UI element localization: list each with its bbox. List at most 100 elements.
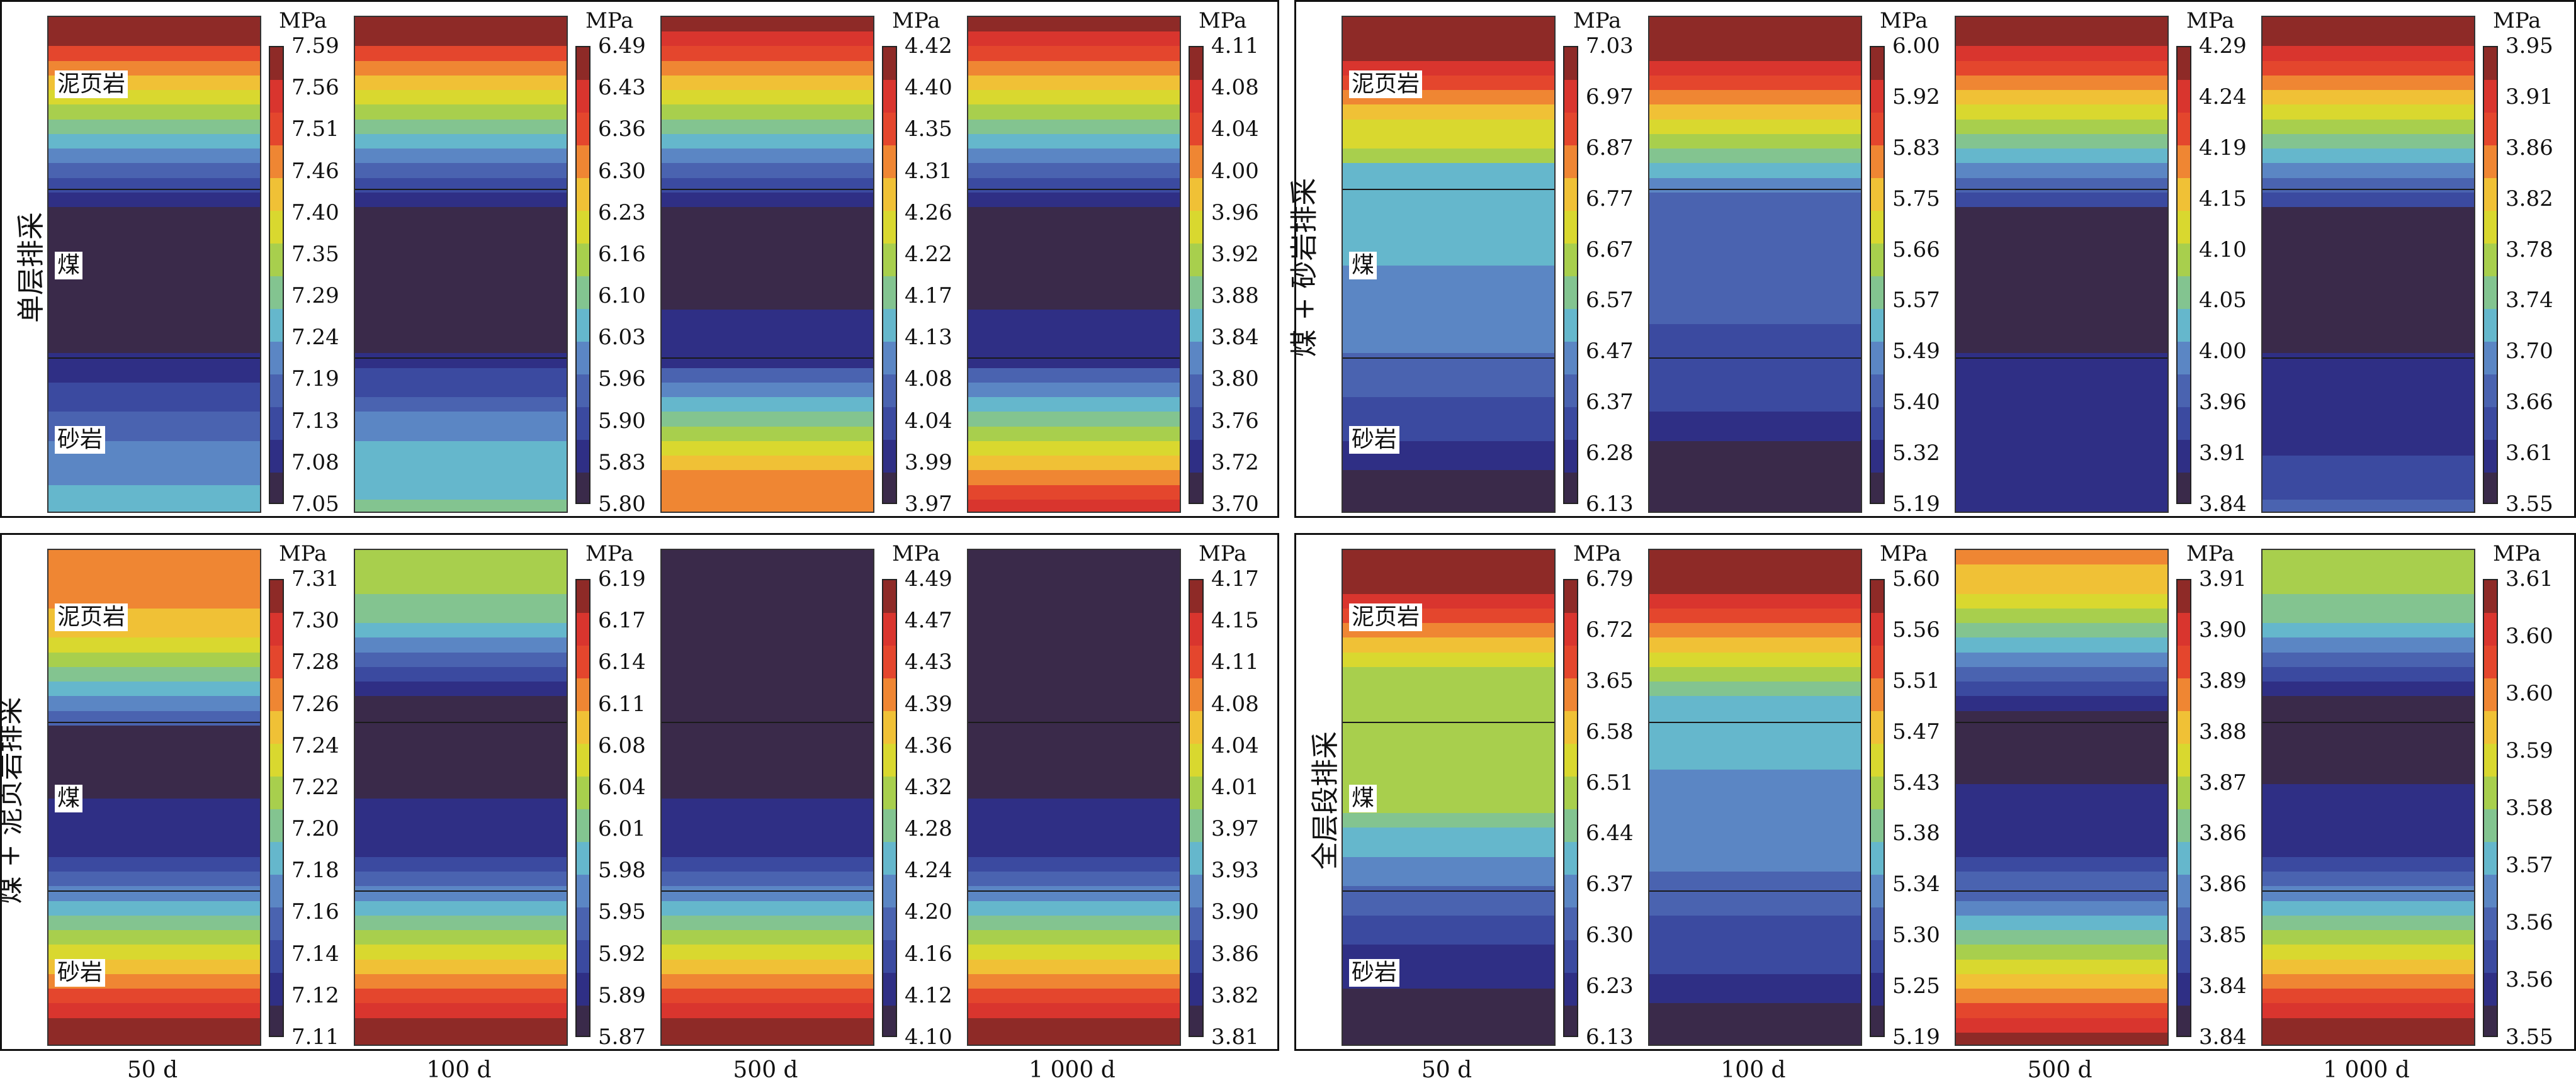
colorbar-segment (577, 744, 589, 777)
contour-band (968, 872, 1180, 887)
contour-band (1649, 550, 1861, 566)
colorbar (269, 46, 284, 504)
contour-band (662, 828, 873, 843)
colorbar-segment (883, 244, 896, 277)
contour-band (968, 637, 1180, 653)
contour-band (1343, 740, 1554, 756)
colorbar-tick-label: 3.84 (2199, 974, 2247, 999)
contour-band (1649, 682, 1861, 697)
colorbar-segment (1564, 1006, 1577, 1036)
contour-band (968, 266, 1180, 281)
contour-band (662, 696, 873, 712)
colorbar-tick-label: 3.90 (1211, 899, 1259, 925)
contour-band (662, 485, 873, 500)
contour-band (2262, 90, 2474, 106)
colorbar-segment (2178, 342, 2190, 375)
contour-band (1343, 813, 1554, 829)
contour-band (662, 119, 873, 135)
contour-band (48, 397, 260, 413)
colorbar-tick-label: 7.03 (1586, 33, 1634, 59)
colorbar-segment (2178, 907, 2190, 941)
contour-band (1649, 769, 1861, 785)
contour-band (355, 353, 567, 369)
colorbar-segment (1871, 580, 1884, 614)
contour-band (2262, 666, 2474, 683)
contour-band (2262, 412, 2474, 427)
contour-band (1956, 1018, 2167, 1033)
colorbar-segment (1871, 47, 1884, 81)
colorbar-tick-label: 3.87 (2199, 770, 2247, 795)
layer-boundary (968, 357, 1180, 359)
contour-band (355, 769, 567, 785)
contour-band (1649, 75, 1861, 91)
colorbar-segment (577, 374, 589, 408)
colorbar-segment (1564, 777, 1577, 810)
contour-band (1343, 266, 1554, 281)
contour-band (1649, 945, 1861, 960)
colorbar-segment (1871, 342, 1884, 375)
colorbar-segment (1564, 907, 1577, 941)
contour-band (355, 886, 567, 902)
contour-band (1956, 412, 2167, 427)
contour-band (48, 945, 260, 960)
contour-band (662, 440, 873, 457)
contour-band (355, 842, 567, 858)
layer-boundary (355, 890, 567, 892)
colorbar-tick-label: 5.96 (598, 366, 646, 392)
contour-band (1343, 470, 1554, 486)
contour-band (48, 353, 260, 369)
contour-band (2262, 842, 2474, 858)
contour-band (2262, 989, 2474, 1004)
contour-band (355, 1032, 567, 1045)
layer-label-coal: 煤 (1349, 252, 1377, 279)
unit-label: MPa (2493, 8, 2541, 33)
contour-band (48, 456, 260, 471)
contour-band (1649, 813, 1861, 829)
time-label: 500 d (733, 1057, 798, 1083)
contour-band (48, 769, 260, 785)
colorbar-tick-label: 4.16 (905, 941, 952, 967)
colorbar-segment (270, 178, 283, 211)
contour-band (1956, 593, 2167, 609)
contour-band (1343, 353, 1554, 369)
contour-band (662, 856, 873, 873)
colorbar-tick-label: 6.13 (1586, 491, 1634, 517)
contour-band (48, 309, 260, 325)
colorbar-segment (1871, 1006, 1884, 1036)
colorbar-tick-label: 4.11 (1211, 649, 1259, 675)
contour-band (662, 382, 873, 398)
colorbar-segment (883, 646, 896, 679)
colorbar-tick-label: 6.30 (1586, 923, 1634, 948)
colorbar-segment (2178, 80, 2190, 113)
colorbar-segment (1871, 744, 1884, 777)
contour-band (1343, 564, 1554, 580)
colorbar-tick-label: 4.49 (905, 566, 952, 592)
contour-band (1343, 46, 1554, 62)
contour-band (662, 309, 873, 325)
contour-band (1343, 828, 1554, 843)
contour-band (355, 959, 567, 975)
colorbar-tick-label: 7.35 (291, 241, 339, 267)
contour-band (1956, 813, 2167, 829)
colorbar-segment (1564, 342, 1577, 375)
contour-band (355, 799, 567, 814)
contour-band (662, 250, 873, 266)
colorbar-segment (883, 613, 896, 646)
contour-band (1343, 456, 1554, 471)
contour-band (2262, 323, 2474, 340)
contour-band (1956, 222, 2167, 237)
colorbar-tick-label: 7.59 (291, 33, 339, 59)
contour-band (48, 755, 260, 770)
contour-band (968, 696, 1180, 712)
contour-band (1956, 75, 2167, 91)
contour-band (1343, 149, 1554, 164)
colorbar-segment (1871, 907, 1884, 941)
contour-band (968, 1032, 1180, 1045)
contour-band (968, 1003, 1180, 1019)
colorbar-segment (883, 777, 896, 810)
colorbar-segment (883, 875, 896, 908)
colorbar-segment (577, 473, 589, 503)
time-label: 100 d (1720, 1057, 1786, 1083)
contour-band (48, 149, 260, 164)
contour-band (48, 412, 260, 427)
